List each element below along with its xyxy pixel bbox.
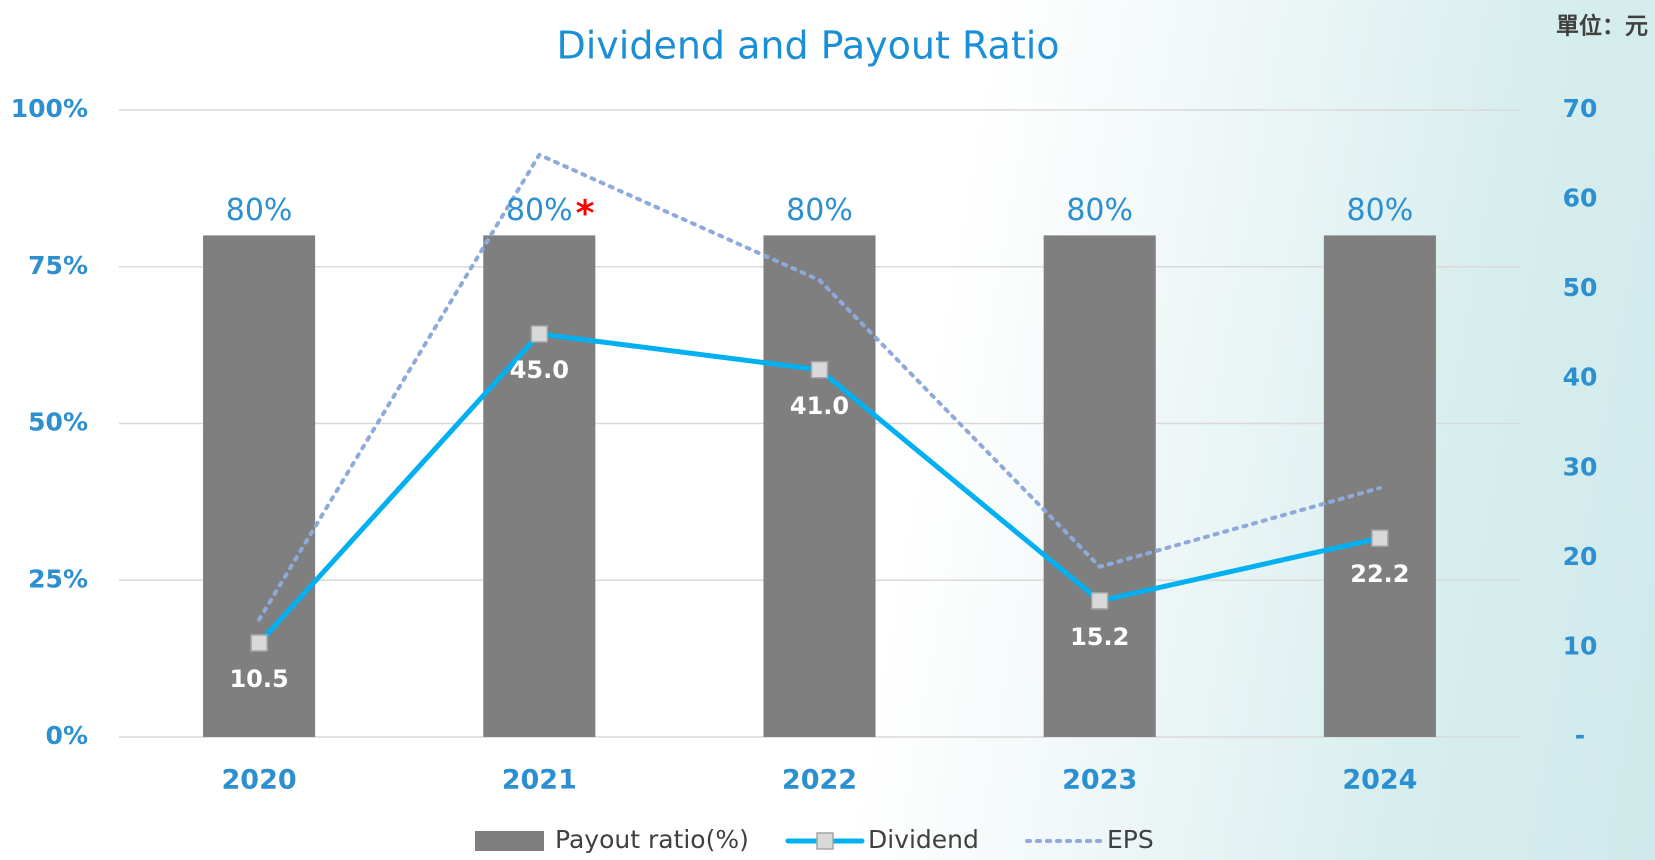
y2-tick-label: 40 bbox=[1563, 363, 1598, 392]
line-marker bbox=[1092, 593, 1108, 609]
annotation: * bbox=[576, 193, 595, 234]
y2-tick-label: 60 bbox=[1563, 184, 1598, 213]
y2-tick-label: 50 bbox=[1563, 273, 1598, 302]
bar-value-label: 80% bbox=[1066, 193, 1133, 228]
bar bbox=[763, 235, 875, 737]
line-marker bbox=[1372, 530, 1388, 546]
legend-label: EPS bbox=[1107, 825, 1154, 854]
line-value-label: 22.2 bbox=[1350, 560, 1409, 588]
bar-value-label: 80% bbox=[506, 193, 573, 228]
line-marker bbox=[531, 326, 547, 342]
bar-value-label: 80% bbox=[786, 193, 853, 228]
x-tick-label: 2020 bbox=[222, 765, 297, 796]
x-tick-label: 2024 bbox=[1342, 765, 1417, 796]
line-marker bbox=[251, 635, 267, 651]
line-value-label: 41.0 bbox=[790, 392, 849, 420]
x-tick-label: 2023 bbox=[1062, 765, 1137, 796]
x-tick-label: 2021 bbox=[502, 765, 577, 796]
chart-title: Dividend and Payout Ratio bbox=[556, 24, 1059, 68]
y-tick-label: 0% bbox=[46, 721, 88, 750]
y-tick-label: 75% bbox=[28, 251, 88, 280]
line-marker bbox=[812, 362, 828, 378]
legend-label: Dividend bbox=[868, 825, 979, 854]
page: {"chart_data": { "type": "combo", "title… bbox=[0, 0, 1655, 860]
bar-value-label: 80% bbox=[226, 193, 293, 228]
marks bbox=[203, 155, 1436, 737]
chart: Dividend and Payout Ratio 單位：元 0% 25% 50% 7… bbox=[0, 0, 1655, 860]
bar-value-label: 80% bbox=[1347, 193, 1414, 228]
y2-tick-label: 20 bbox=[1563, 542, 1598, 571]
bar bbox=[203, 235, 315, 737]
y2-tick-label: - bbox=[1575, 721, 1585, 750]
bar bbox=[1044, 235, 1156, 737]
legend-swatch bbox=[475, 831, 544, 851]
bar bbox=[483, 235, 595, 737]
line-value-label: 10.5 bbox=[229, 665, 288, 693]
unit-label: 單位：元 bbox=[1556, 13, 1648, 40]
line-value-label: 15.2 bbox=[1070, 623, 1129, 651]
y2-tick-label: 70 bbox=[1563, 94, 1598, 123]
y-tick-label: 25% bbox=[28, 564, 88, 593]
line-value-label: 45.0 bbox=[510, 356, 569, 384]
x-tick-label: 2022 bbox=[782, 765, 857, 796]
y-tick-label: 100% bbox=[11, 94, 88, 123]
legend-label: Payout ratio(%) bbox=[555, 825, 749, 854]
y-tick-label: 50% bbox=[28, 408, 88, 437]
y2-tick-label: 10 bbox=[1563, 631, 1598, 660]
legend-marker bbox=[817, 833, 833, 849]
y2-tick-label: 30 bbox=[1563, 452, 1598, 481]
